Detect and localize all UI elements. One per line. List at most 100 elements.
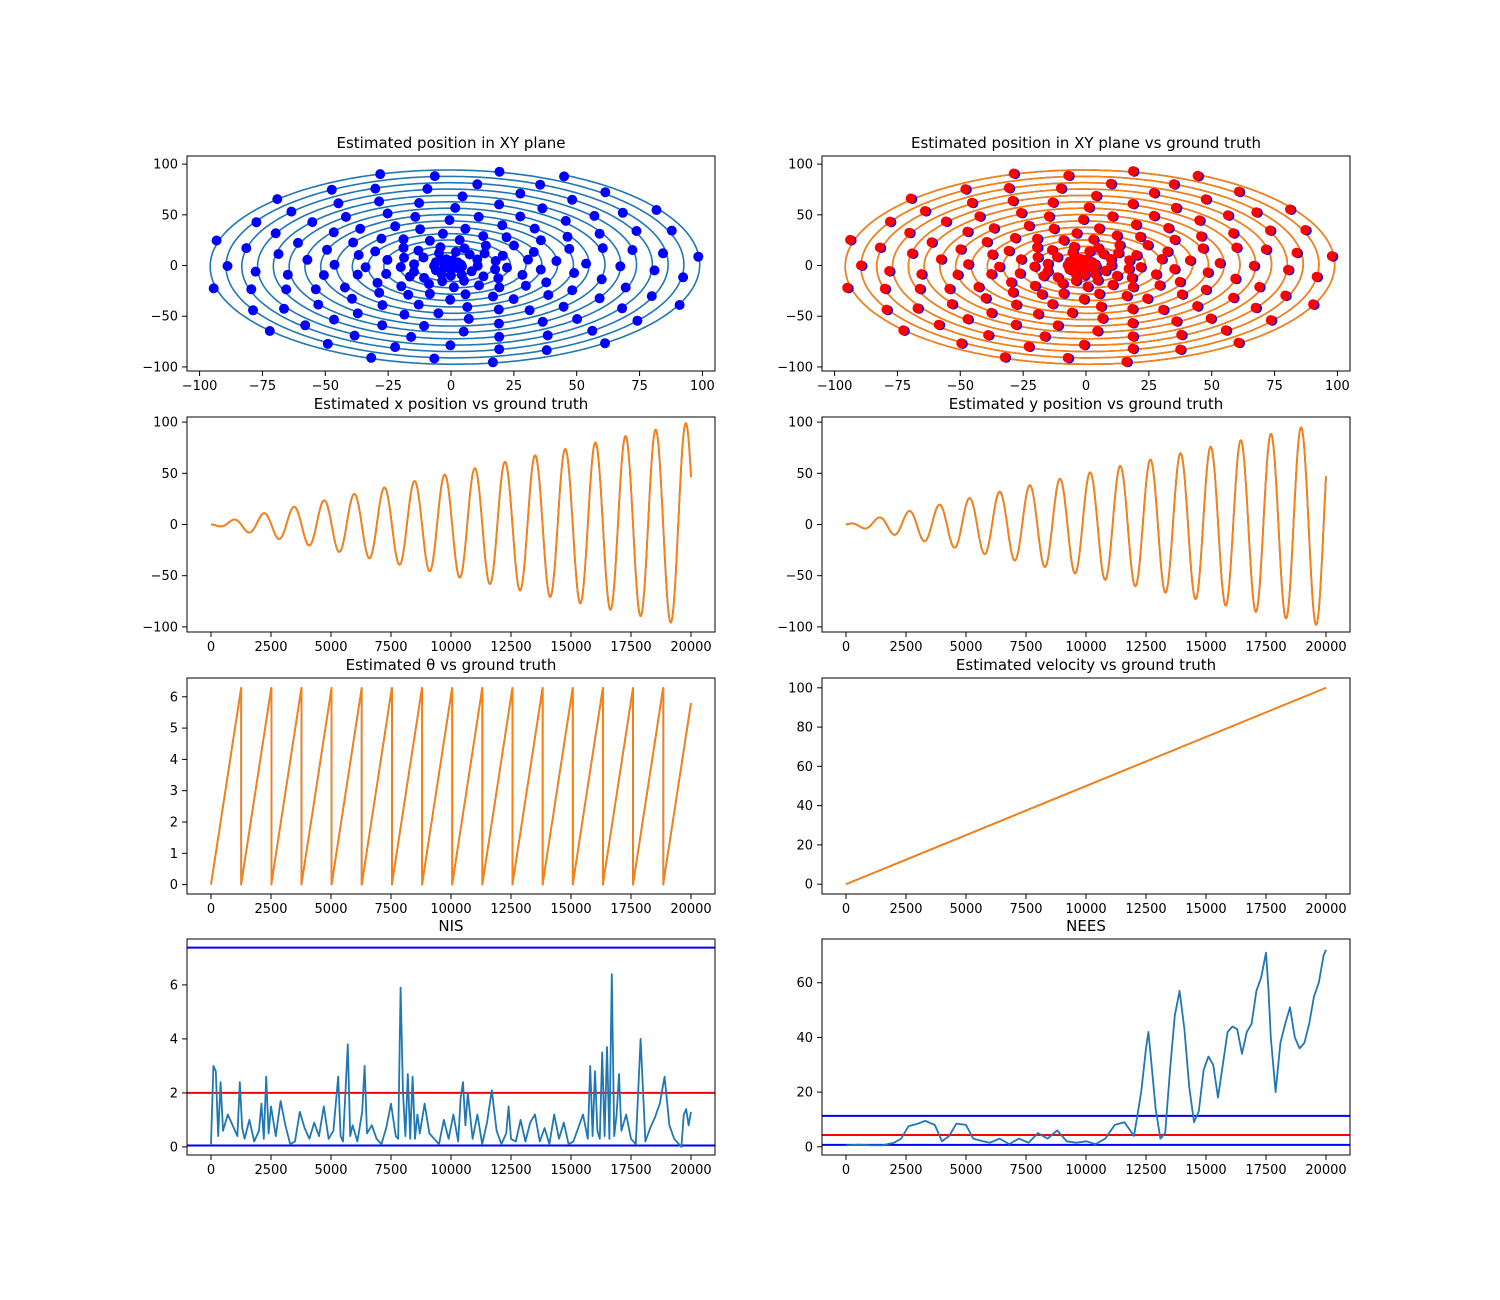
- x-tick-label: 12500: [1125, 640, 1166, 655]
- measurement-point: [264, 326, 275, 336]
- measurement-point: [1007, 287, 1018, 298]
- measurement-point: [414, 198, 425, 208]
- measurement-point: [1092, 275, 1103, 286]
- measurement-point: [472, 179, 483, 190]
- measurement-point: [1078, 339, 1089, 350]
- measurement-point: [355, 223, 366, 234]
- x-tick-label: 20000: [1305, 640, 1346, 655]
- measurement-point: [1196, 231, 1206, 242]
- measurement-point: [1047, 197, 1058, 208]
- y-tick-label: 4: [170, 1032, 178, 1047]
- measurement-point: [1202, 267, 1213, 278]
- measurement-point: [1042, 258, 1053, 269]
- measurement-point: [333, 198, 344, 209]
- x-tick-label: 5000: [949, 902, 982, 917]
- measurement-point: [418, 252, 429, 263]
- measurement-point: [281, 284, 292, 295]
- measurement-point: [390, 221, 401, 232]
- y-tick-label: 20: [796, 1086, 813, 1101]
- measurement-point: [424, 279, 434, 289]
- measurement-point: [632, 315, 643, 326]
- measurement-point: [478, 271, 489, 282]
- measurement-point: [955, 244, 966, 255]
- measurement-point: [302, 254, 313, 265]
- measurement-point: [293, 237, 303, 248]
- measurement-point: [1148, 187, 1159, 198]
- measurement-point: [1254, 281, 1265, 292]
- y-tick-label: 100: [153, 158, 178, 173]
- measurement-point: [419, 320, 430, 331]
- x-tick-label: 7500: [1009, 1163, 1042, 1178]
- y-tick-label: 0: [170, 518, 178, 533]
- measurement-point: [436, 268, 447, 279]
- measurement-point: [520, 280, 531, 291]
- measurement-point: [448, 282, 459, 293]
- y-tick-label: 50: [796, 467, 813, 482]
- measurement-point: [460, 289, 471, 300]
- measurement-point: [310, 284, 321, 295]
- measurement-point: [845, 234, 856, 245]
- chart-title: Estimated x position vs ground truth: [314, 395, 589, 413]
- measurement-point: [300, 320, 311, 331]
- measurement-point: [398, 242, 409, 253]
- x-tick-label: 17500: [610, 902, 651, 917]
- x-tick-label: 0: [447, 379, 455, 394]
- subplot-x-pos: 0 2500 5000 7500 10000 12500 15000 17500 20000 −1…: [142, 395, 716, 655]
- chart-title: Estimated θ vs ground truth: [346, 656, 557, 674]
- measurement-point: [916, 269, 927, 280]
- measurement-point: [1095, 301, 1106, 312]
- measurement-point: [1265, 315, 1276, 326]
- measurement-point: [1130, 219, 1141, 230]
- series-line: [210, 973, 692, 1148]
- measurement-point: [381, 268, 392, 279]
- trajectory-line: [209, 169, 701, 366]
- measurement-point: [564, 243, 575, 254]
- x-tick-label: 20000: [1305, 902, 1346, 917]
- x-tick-label: 10000: [1065, 902, 1106, 917]
- measurement-point: [1285, 204, 1295, 215]
- x-tick-label: −100: [182, 379, 218, 394]
- y-tick-label: 0: [805, 878, 813, 893]
- measurement-point: [973, 281, 984, 292]
- measurement-point: [329, 314, 339, 325]
- measurement-point: [1194, 215, 1205, 226]
- measurement-point: [587, 325, 598, 336]
- measurement-point: [1162, 246, 1173, 257]
- x-tick-label: 20000: [1305, 1163, 1346, 1178]
- measurement-point: [1068, 241, 1079, 252]
- measurement-point: [490, 264, 501, 275]
- x-tick-label: 2500: [254, 902, 287, 917]
- chart-title: Estimated position in XY plane vs ground…: [911, 134, 1261, 152]
- measurement-point: [987, 249, 998, 260]
- measurement-point: [1280, 290, 1291, 301]
- x-tick-label: 25: [506, 379, 523, 394]
- measurement-point: [528, 247, 539, 257]
- measurement-point: [1055, 183, 1066, 194]
- measurement-point: [693, 251, 704, 262]
- measurement-point: [1032, 233, 1042, 244]
- measurement-point: [1093, 242, 1103, 253]
- measurement-point: [627, 245, 638, 255]
- measurement-point: [874, 242, 885, 253]
- series-line: [845, 426, 1327, 626]
- measurement-point: [1192, 301, 1203, 311]
- measurement-point: [1062, 352, 1073, 363]
- measurement-point: [1058, 288, 1069, 299]
- measurement-point: [898, 325, 909, 336]
- measurement-point: [349, 330, 360, 341]
- y-tick-label: 20: [796, 838, 813, 853]
- measurement-point: [479, 248, 490, 259]
- x-tick-label: 7500: [374, 902, 407, 917]
- measurement-point: [1105, 178, 1116, 189]
- x-tick-label: 75: [1266, 379, 1283, 394]
- y-tick-label: −100: [777, 620, 813, 635]
- x-tick-label: 20000: [670, 640, 711, 655]
- measurement-point: [404, 271, 415, 282]
- measurement-point: [352, 269, 363, 280]
- y-tick-label: 4: [170, 753, 178, 768]
- measurement-point: [494, 282, 505, 293]
- y-tick-label: −50: [151, 569, 178, 584]
- y-tick-label: 6: [170, 690, 178, 705]
- series-line: [845, 686, 1327, 886]
- measurement-point: [541, 345, 552, 356]
